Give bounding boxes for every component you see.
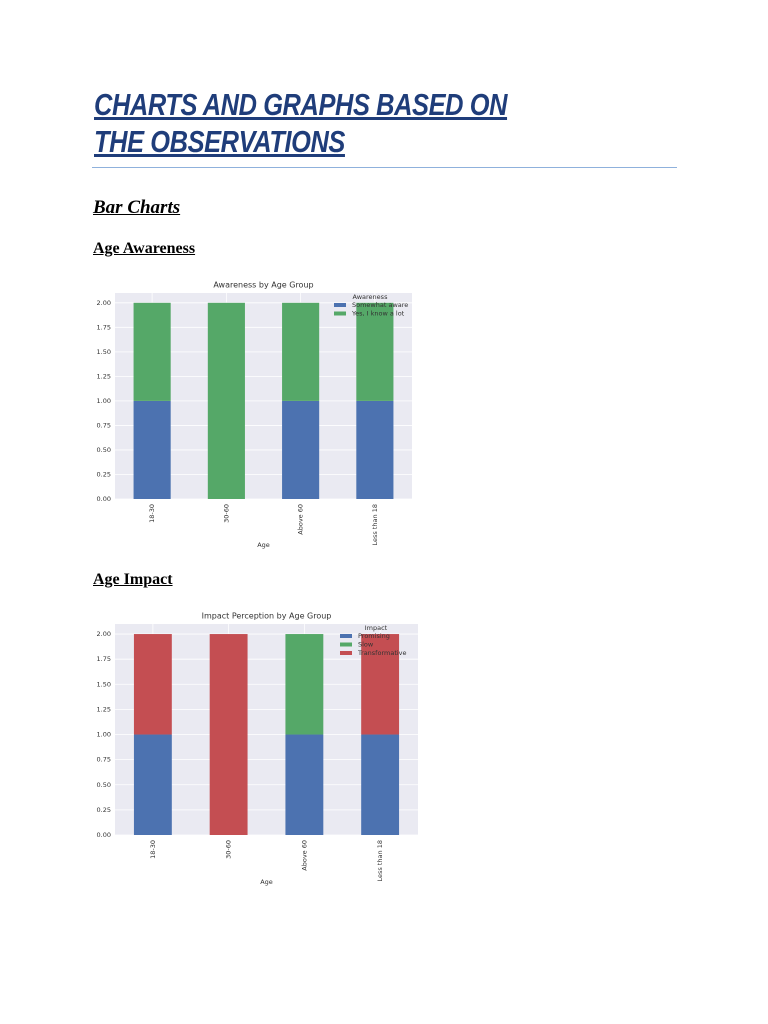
bar-segment — [285, 734, 324, 835]
y-tick-label: 0.00 — [97, 831, 111, 839]
bar-segment — [133, 302, 171, 401]
y-tick-label: 0.00 — [97, 495, 111, 503]
y-tick-label: 0.75 — [97, 421, 111, 429]
x-tick-label: Above 60 — [300, 840, 308, 871]
title-rule — [92, 167, 677, 168]
x-tick-label: 18-30 — [149, 840, 157, 859]
legend-swatch — [340, 651, 352, 655]
bar-segment — [209, 634, 248, 835]
x-tick-label: 18-30 — [148, 504, 156, 523]
y-tick-label: 1.75 — [97, 655, 111, 663]
y-tick-label: 1.00 — [97, 731, 111, 739]
x-axis-label: Age — [260, 878, 273, 886]
y-tick-label: 1.00 — [97, 397, 111, 405]
bar-segment — [282, 400, 320, 499]
bar-segment — [361, 634, 400, 735]
chart: Awareness by Age Group 0.00 0.25 0.50 0.75 1.… — [97, 281, 412, 549]
y-tick-label: 2.00 — [97, 299, 111, 307]
x-axis-label: Age — [257, 541, 270, 549]
x-tick-label: Less than 18 — [376, 840, 384, 881]
x-tick-label: 30-60 — [222, 504, 230, 523]
legend-label: Somewhat aware — [352, 301, 408, 309]
y-tick-label: 1.75 — [97, 323, 111, 331]
y-tick-label: 2.00 — [97, 630, 111, 638]
bar-segment — [361, 734, 400, 835]
bar-segment — [356, 302, 394, 401]
subsection-title: Age Impact — [93, 571, 173, 588]
bar-segment — [285, 634, 324, 735]
legend-title: Impact — [365, 624, 388, 632]
bar-segment — [133, 734, 172, 835]
legend-swatch — [334, 311, 346, 316]
bar-segment — [207, 302, 245, 499]
y-tick-label: 1.50 — [97, 680, 111, 688]
chart: Impact Perception by Age Group 0.00 0.25 0.… — [97, 612, 418, 886]
chart-title: Impact Perception by Age Group — [202, 612, 332, 621]
legend-label: Slow — [358, 641, 374, 649]
legend-title: Awareness — [353, 293, 389, 301]
legend-label: Promising — [358, 632, 390, 640]
chart-title: Awareness by Age Group — [213, 281, 313, 290]
bar-segment — [133, 634, 172, 735]
document-title: CHARTS AND GRAPHS BASED ON THE OBSERVATI… — [94, 87, 508, 159]
bar-segment — [133, 400, 171, 499]
y-tick-label: 1.50 — [97, 348, 111, 356]
legend-swatch — [334, 303, 346, 307]
legend-swatch — [340, 642, 352, 647]
y-tick-label: 0.50 — [97, 781, 111, 789]
x-tick-label: Above 60 — [297, 504, 305, 535]
y-tick-label: 1.25 — [97, 705, 111, 713]
y-tick-label: 0.75 — [97, 756, 111, 764]
y-tick-label: 0.50 — [97, 446, 111, 454]
y-tick-label: 0.25 — [97, 470, 111, 478]
x-tick-label: Less than 18 — [371, 504, 379, 545]
legend-label: Yes, I know a lot — [351, 310, 405, 318]
bar-segment — [282, 302, 320, 401]
y-tick-label: 0.25 — [97, 806, 111, 814]
y-tick-label: 1.25 — [97, 372, 111, 380]
legend-swatch — [340, 634, 352, 638]
bar-segment — [356, 400, 394, 499]
subsection-title: Age Awareness — [93, 240, 196, 257]
legend-label: Transformative — [357, 649, 407, 657]
x-tick-label: 30-60 — [225, 840, 233, 859]
section-title: Bar Charts — [93, 197, 181, 218]
